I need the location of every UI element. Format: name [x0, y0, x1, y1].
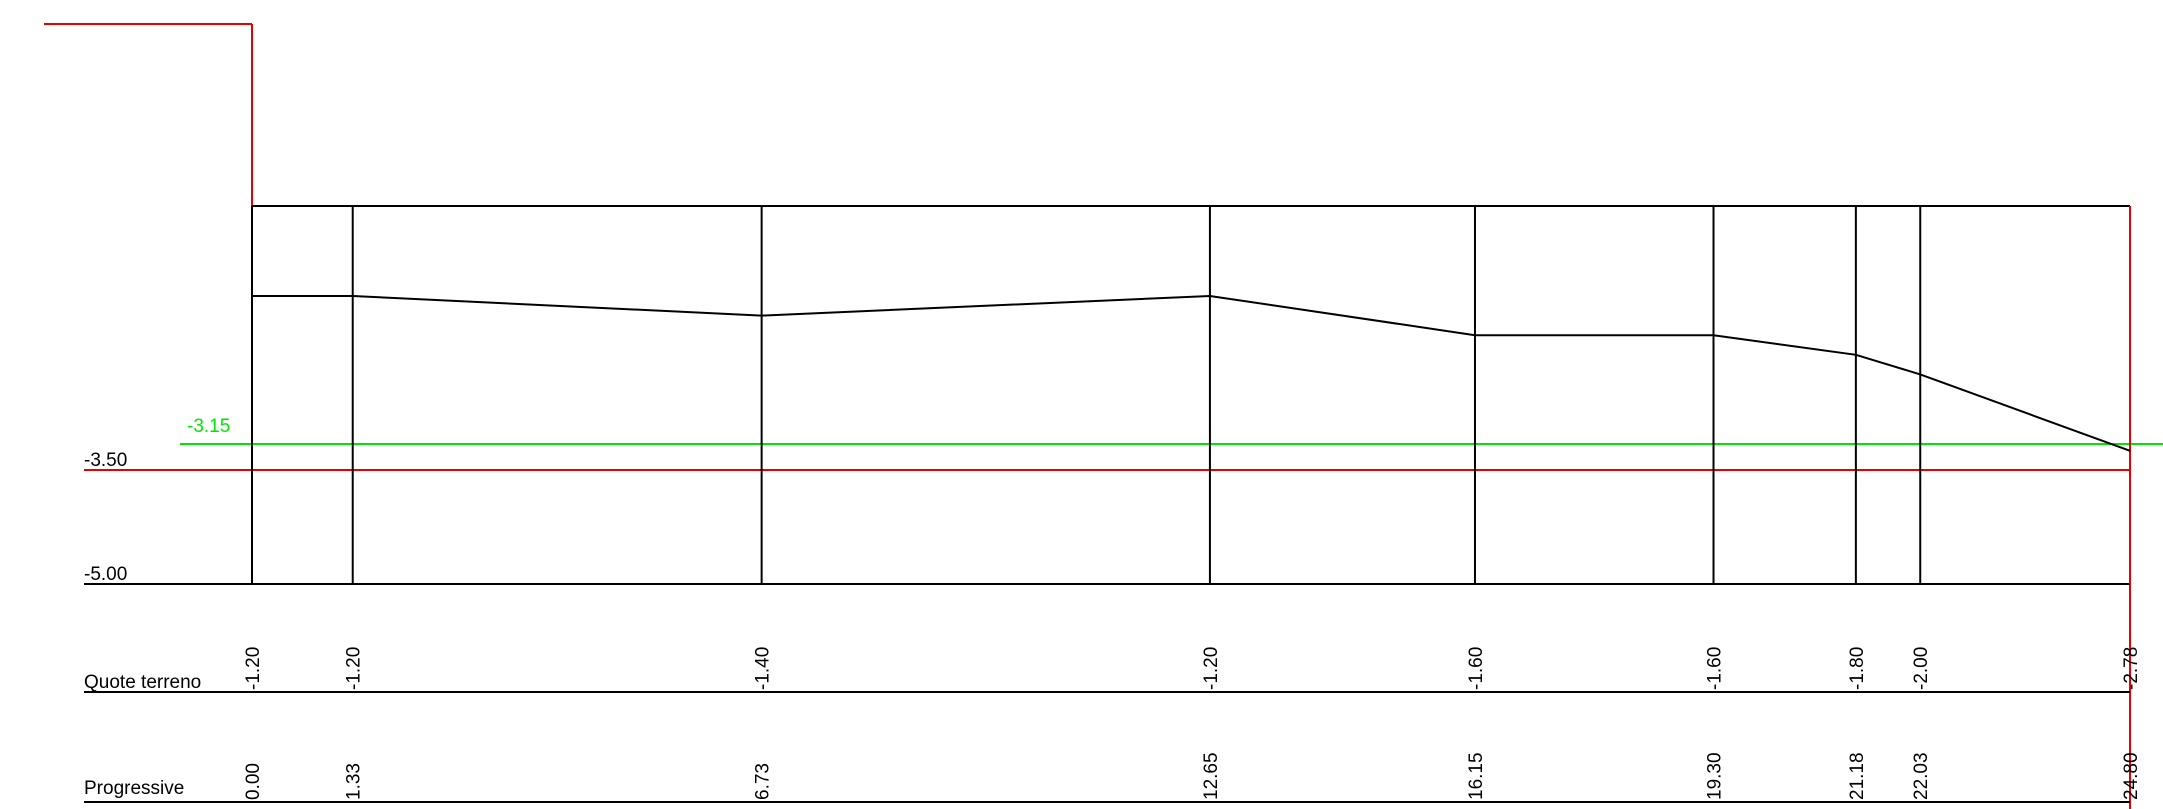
- terrain-elevation-label: -2.78: [2121, 647, 2142, 690]
- terrain-elevation-label: -1.40: [753, 647, 774, 690]
- progressive-distance-label: 0.00: [243, 763, 264, 800]
- water-table-label: -3.15: [187, 416, 230, 437]
- progressive-distance-label: 6.73: [753, 763, 774, 800]
- progressive-distance-label: 24.80: [2121, 752, 2142, 800]
- progressive-row-label: Progressive: [84, 778, 184, 799]
- progressive-distance-label: 1.33: [344, 763, 365, 800]
- terrain-profile-line: [252, 294, 2131, 452]
- terrain-row-label: Quote terreno: [84, 672, 201, 693]
- progressive-distance-label: 22.03: [1911, 752, 1932, 800]
- terrain-elevation-label: -1.20: [243, 647, 264, 690]
- terrain-elevation-label: -2.00: [1911, 647, 1932, 690]
- excavation-label: -3.50: [84, 450, 127, 471]
- progressive-distance-label: 21.18: [1847, 752, 1868, 800]
- station-verticals: [251, 206, 2131, 584]
- terrain-elevation-labels: -1.20 -1.20 -1.40 -1.20 -1.60 -1.60 -1.80 -2.00…: [243, 647, 2142, 690]
- terrain-elevation-label: -1.60: [1705, 647, 1726, 690]
- progressive-distance-label: 12.65: [1201, 752, 1222, 800]
- terrain-elevation-label: -1.80: [1847, 647, 1868, 690]
- progressive-distance-label: 19.30: [1705, 752, 1726, 800]
- terrain-elevation-label: -1.60: [1466, 647, 1487, 690]
- datum-label: -5.00: [84, 564, 127, 585]
- progressive-distance-labels: 0.00 1.33 6.73 12.65 16.15 19.30 21.18 22.03 24.…: [243, 752, 2142, 800]
- progressive-distance-label: 16.15: [1466, 752, 1487, 800]
- terrain-elevation-label: -1.20: [344, 647, 365, 690]
- terrain-elevation-label: -1.20: [1201, 647, 1222, 690]
